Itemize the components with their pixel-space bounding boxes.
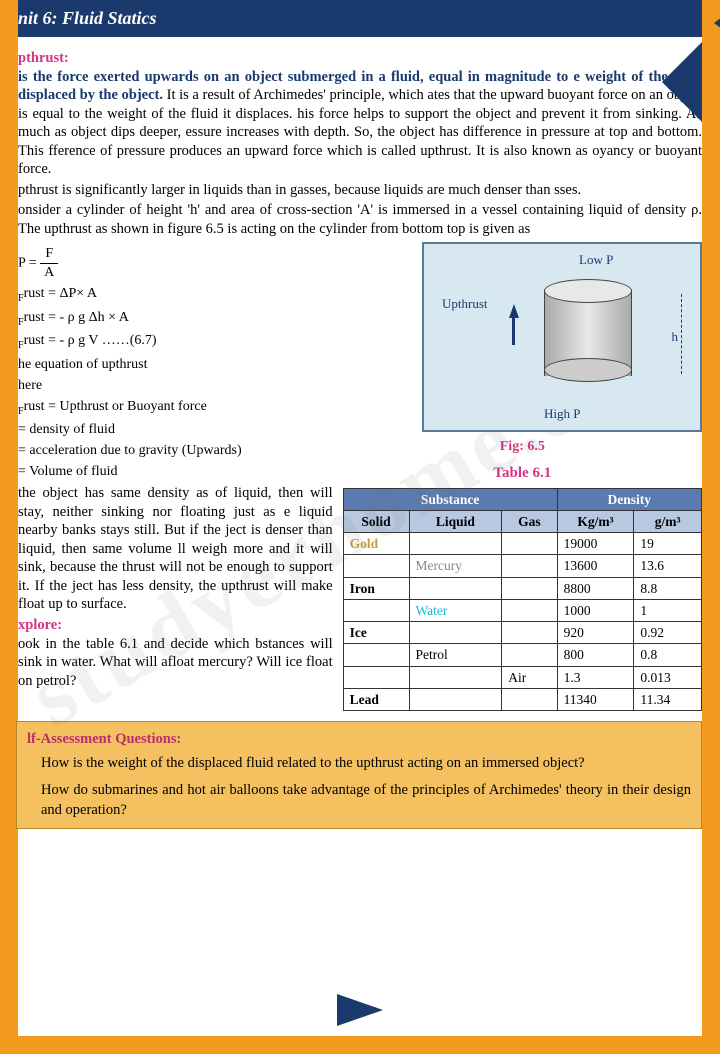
table-row: Gold1900019 bbox=[343, 533, 701, 555]
arrow-stem bbox=[512, 317, 515, 345]
figure-box: Low P Upthrust h High P bbox=[422, 242, 702, 432]
th-solid: Solid bbox=[343, 510, 409, 532]
equation-2: Frust = ΔP× A bbox=[18, 285, 333, 306]
high-p-label: High P bbox=[544, 406, 580, 423]
h-marker bbox=[681, 294, 682, 374]
def3: = acceleration due to gravity (Upwards) bbox=[18, 442, 333, 460]
para4: the object has same density as of liquid… bbox=[18, 484, 333, 614]
cylinder-graphic bbox=[544, 279, 632, 374]
para2: pthrust is significantly larger in liqui… bbox=[18, 181, 702, 200]
where-label: here bbox=[18, 377, 333, 395]
denom: A bbox=[40, 264, 58, 282]
page-container: studyerhome.com nit 6: Fluid Statics pth… bbox=[18, 0, 702, 1036]
def2: = density of fluid bbox=[18, 421, 333, 439]
two-column-layout: P = FA Frust = ΔP× A Frust = - ρ g Δh × … bbox=[18, 242, 702, 711]
explore-heading: xplore: bbox=[18, 616, 333, 635]
th-gas: Gas bbox=[502, 510, 557, 532]
right-column: Low P Upthrust h High P Fig: 6.5 Table 6… bbox=[343, 242, 702, 711]
corner-decoration bbox=[662, 42, 702, 122]
assessment-heading: lf-Assessment Questions: bbox=[27, 730, 691, 750]
section-heading: pthrust: bbox=[18, 49, 702, 68]
figure-caption: Fig: 6.5 bbox=[343, 438, 702, 456]
density-table: Substance Density Solid Liquid Gas Kg/m³… bbox=[343, 488, 702, 712]
th-substance: Substance bbox=[343, 488, 557, 510]
def1: Frust = Upthrust or Buoyant force bbox=[18, 398, 333, 419]
th-liquid: Liquid bbox=[409, 510, 502, 532]
th-gm: g/m³ bbox=[634, 510, 702, 532]
left-column: P = FA Frust = ΔP× A Frust = - ρ g Δh × … bbox=[18, 242, 333, 711]
def4: = Volume of fluid bbox=[18, 463, 333, 481]
th-kgm: Kg/m³ bbox=[557, 510, 634, 532]
table-row: Mercury1360013.6 bbox=[343, 555, 701, 577]
intro-paragraph: is the force exerted upwards on an objec… bbox=[18, 68, 702, 179]
content-area: pthrust: is the force exerted upwards on… bbox=[18, 37, 702, 829]
self-assessment-box: lf-Assessment Questions: How is the weig… bbox=[16, 721, 702, 829]
explore-text: ook in the table 6.1 and decide which bs… bbox=[18, 635, 333, 691]
page-number-badge: 128 bbox=[337, 994, 383, 1026]
arrow-up-icon bbox=[509, 304, 519, 318]
assessment-q1: How is the weight of the displaced fluid… bbox=[41, 754, 691, 774]
h-label: h bbox=[672, 329, 679, 346]
table-row: Lead1134011.34 bbox=[343, 688, 701, 710]
unit-header: nit 6: Fluid Statics bbox=[18, 0, 702, 37]
th-density: Density bbox=[557, 488, 701, 510]
numer: F bbox=[40, 245, 58, 264]
assessment-q2: How do submarines and hot air balloons t… bbox=[41, 781, 691, 820]
fraction: FA bbox=[40, 245, 58, 282]
para3: onsider a cylinder of height 'h' and are… bbox=[18, 201, 702, 238]
table-row: Air1.30.013 bbox=[343, 666, 701, 688]
equation-4: Frust = - ρ g V ……(6.7) bbox=[18, 332, 333, 353]
table-header-row: Substance Density bbox=[343, 488, 701, 510]
header-title: nit 6: Fluid Statics bbox=[18, 8, 157, 28]
upthrust-label: Upthrust bbox=[442, 296, 488, 313]
table-caption: Table 6.1 bbox=[343, 464, 702, 483]
header-right-triangle bbox=[714, 5, 720, 41]
equation-label: he equation of upthrust bbox=[18, 356, 333, 374]
eq1-lhs: P = bbox=[18, 256, 37, 271]
table-row: Water10001 bbox=[343, 599, 701, 621]
table-row: Ice9200.92 bbox=[343, 622, 701, 644]
equation-1: P = FA bbox=[18, 245, 333, 282]
table-subheader-row: Solid Liquid Gas Kg/m³ g/m³ bbox=[343, 510, 701, 532]
low-p-label: Low P bbox=[579, 252, 613, 269]
page-number: 128 bbox=[391, 1002, 412, 1018]
table-row: Petrol8000.8 bbox=[343, 644, 701, 666]
equation-3: Frust = - ρ g Δh × A bbox=[18, 309, 333, 330]
table-row: Iron88008.8 bbox=[343, 577, 701, 599]
page-footer: 128 bbox=[337, 994, 383, 1026]
